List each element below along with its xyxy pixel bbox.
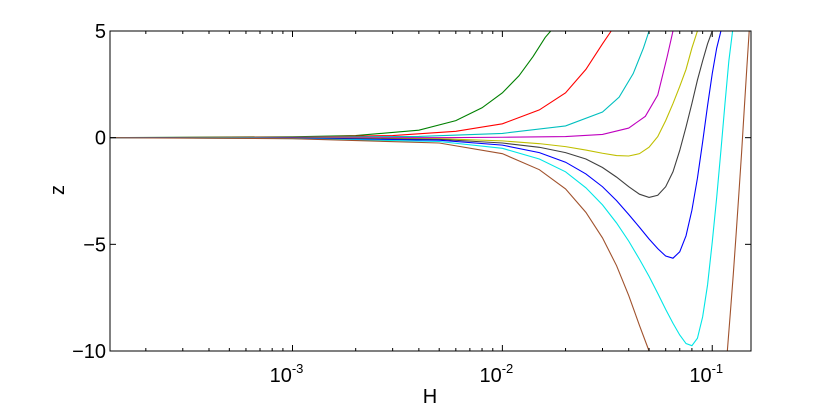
y-tick-label: −5 — [83, 234, 106, 256]
series-line-10 — [726, 30, 750, 352]
series-line-5 — [109, 30, 698, 157]
series-line-8 — [109, 30, 734, 347]
series-line-9 — [109, 137, 650, 352]
y-tick-label: 5 — [95, 21, 106, 43]
series-line-3 — [109, 30, 650, 139]
y-tick-label: −10 — [72, 341, 106, 363]
series-line-7 — [109, 30, 722, 259]
plot-background — [110, 31, 751, 351]
series-layer — [109, 30, 750, 352]
y-axis-label: z — [47, 185, 69, 195]
tick-layer: 10-3 10-2 10-1 5 0 −5 −10 — [72, 21, 751, 387]
x-tick-label: 10-2 — [479, 361, 513, 387]
y-tick-label: 0 — [95, 128, 106, 150]
x-tick-label: 10-3 — [270, 361, 304, 387]
series-line-2 — [109, 30, 612, 139]
series-line-1 — [109, 30, 552, 139]
series-line-4 — [110, 30, 674, 139]
x-tick-label: 10-1 — [689, 361, 723, 387]
series-line-6 — [109, 30, 713, 198]
x-axis-label: H — [423, 386, 437, 407]
plot-frame — [109, 30, 752, 352]
